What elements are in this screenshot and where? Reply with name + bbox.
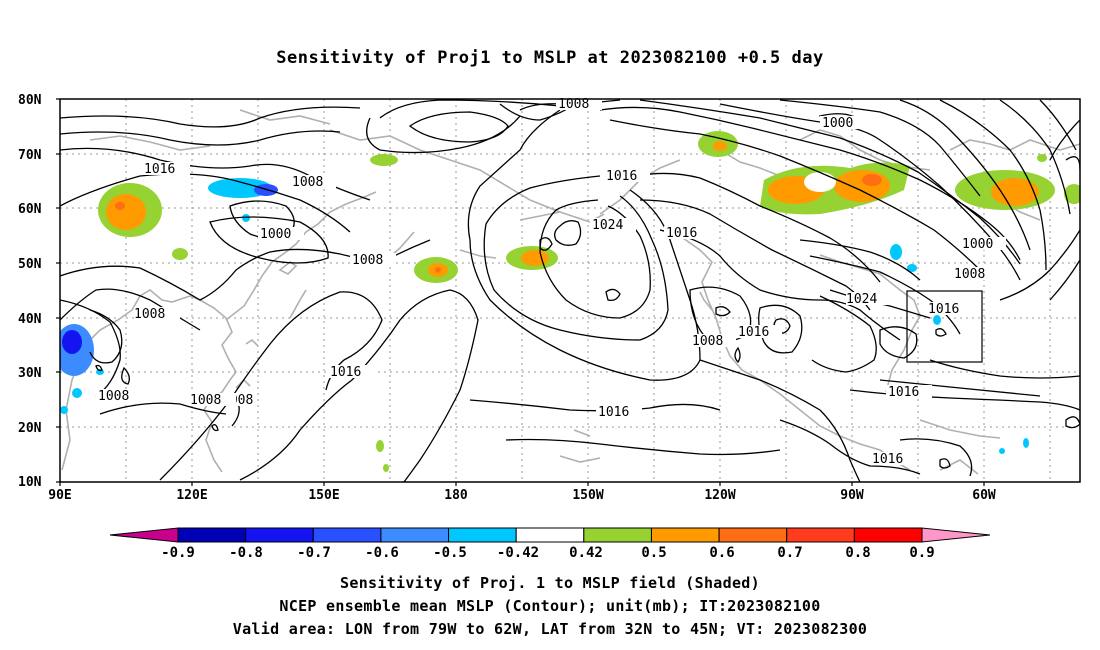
lon-label: 60W — [972, 488, 996, 503]
contour-label: 1024 — [592, 218, 623, 233]
contour-label: 1008 — [352, 253, 383, 268]
lat-label: 70N — [18, 148, 42, 163]
colorbar-swatch — [718, 527, 788, 543]
latitude-labels: 80N 70N 60N 50N 40N 30N 20N 10N — [18, 93, 42, 490]
lon-label: 150W — [572, 488, 603, 503]
mslp-contours — [60, 99, 1080, 482]
colorbar-high-cap — [921, 527, 991, 543]
colorbar-swatch — [448, 527, 517, 543]
contour-label: 1016 — [606, 169, 637, 184]
colorbar-swatch — [583, 527, 652, 543]
map-title: Sensitivity of Proj1 to MSLP at 20230821… — [276, 48, 824, 68]
colorbar-label: -0.7 — [297, 545, 331, 561]
contour-label: 1016 — [666, 226, 697, 241]
contour-label: 1016 — [872, 452, 903, 467]
colorbar-labels: -0.9 -0.8 -0.7 -0.6 -0.5 -0.42 0.42 0.5 … — [161, 545, 935, 561]
colorbar-swatch — [177, 527, 247, 543]
colorbar-label: 0.5 — [641, 545, 666, 561]
contour-label: 1024 — [846, 292, 877, 307]
colorbar-label: -0.8 — [229, 545, 263, 561]
contour-label: 1016 — [888, 385, 919, 400]
contour-label: 1016 — [598, 405, 629, 420]
sensitivity-shading — [60, 131, 1080, 472]
contour-label: 1008 — [98, 389, 129, 404]
colorbar-swatch — [515, 527, 585, 543]
colorbar-label: 0.6 — [709, 545, 734, 561]
colorbar-swatch — [380, 527, 450, 543]
lon-label: 120E — [176, 488, 207, 503]
contour-label: 1008 — [692, 334, 723, 349]
colorbar-swatch — [650, 527, 720, 543]
lat-label: 40N — [18, 312, 42, 327]
lon-label: 90E — [48, 488, 71, 503]
contour-label: 1008 — [134, 307, 165, 322]
lon-label: 180 — [444, 488, 468, 503]
lon-label: 150E — [308, 488, 339, 503]
caption-valid-area: Valid area: LON from 79W to 62W, LAT fro… — [232, 620, 868, 638]
colorbar-label: 0.7 — [777, 545, 802, 561]
map-frame — [59, 98, 1081, 483]
contour-label: 1008 — [190, 393, 221, 408]
lat-label: 20N — [18, 421, 42, 436]
colorbar-swatch — [853, 527, 923, 543]
lat-label: 10N — [18, 475, 42, 490]
caption-contour: NCEP ensemble mean MSLP (Contour); unit(… — [279, 597, 821, 615]
lat-label: 30N — [18, 366, 42, 381]
contour-label: 1000 — [260, 227, 291, 242]
colorbar-label: 0.8 — [845, 545, 870, 561]
contour-label: 1008 — [558, 97, 589, 112]
colorbar-swatch — [312, 527, 382, 543]
contour-label: 1008 — [954, 267, 985, 282]
colorbar — [109, 527, 991, 543]
colorbar-swatch — [786, 527, 855, 543]
contour-label: 1016 — [928, 302, 959, 317]
colorbar-label: 0.42 — [569, 545, 603, 561]
contour-label: 1000 — [822, 116, 853, 131]
contour-labels: 1008 1000 1016 1008 1000 1008 1016 1008 … — [96, 97, 1006, 467]
lon-label: 90W — [840, 488, 864, 503]
contour-label: 1016 — [330, 365, 361, 380]
longitude-labels: 90E 120E 150E 180 150W 120W 90W 60W — [48, 488, 996, 503]
colorbar-low-cap — [109, 527, 179, 543]
gridlines — [60, 99, 1080, 482]
colorbar-label: -0.5 — [433, 545, 467, 561]
colorbar-swatch — [245, 527, 314, 543]
contour-label: 1008 — [292, 175, 323, 190]
lat-label: 60N — [18, 202, 42, 217]
lat-label: 50N — [18, 257, 42, 272]
lat-label: 80N — [18, 93, 42, 108]
contour-label: 1016 — [144, 162, 175, 177]
caption-shaded: Sensitivity of Proj. 1 to MSLP field (Sh… — [340, 574, 760, 592]
contour-label: 1016 — [738, 325, 769, 340]
contour-label: 1000 — [962, 237, 993, 252]
colorbar-label: -0.9 — [161, 545, 195, 561]
colorbar-label: 0.9 — [909, 545, 934, 561]
colorbar-label: -0.6 — [365, 545, 399, 561]
lon-label: 120W — [704, 488, 735, 503]
valid-area-box — [906, 290, 983, 363]
colorbar-label: -0.42 — [497, 545, 539, 561]
